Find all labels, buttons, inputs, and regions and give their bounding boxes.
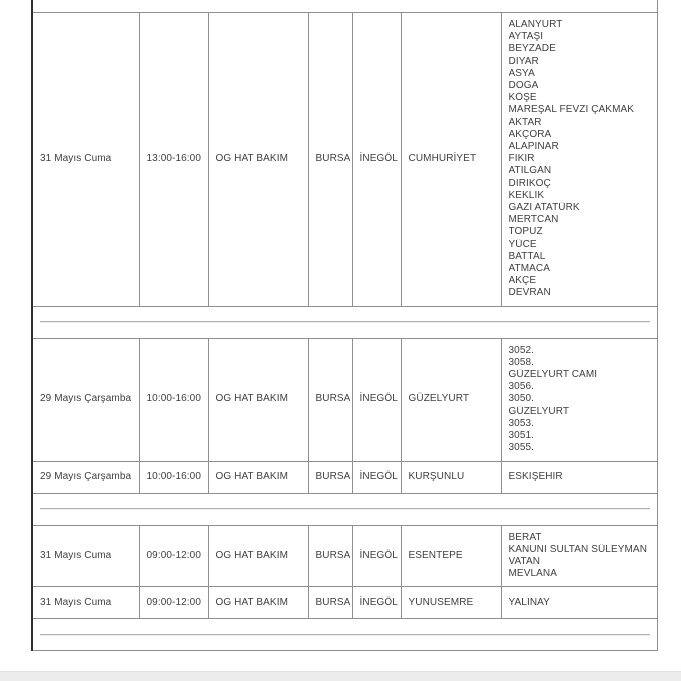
- street-item: ESKİŞEHİR: [508, 470, 563, 482]
- street-item: AKÇE: [508, 275, 537, 287]
- street-item: 3058.: [508, 356, 535, 368]
- separator-row: [31, 305, 658, 339]
- separator-line: [40, 321, 650, 324]
- cell-streets: ALANYURT AYTAŞI BEYZADE DİYAR ASYA DOĞA KÖŞE MA…: [500, 12, 658, 307]
- separator-row: [31, 492, 658, 526]
- street-item: TOPUZ: [508, 226, 543, 238]
- footer-strip: [0, 671, 681, 681]
- cell-province: BURSA: [307, 524, 353, 588]
- cell-streets: YALINAY: [500, 586, 658, 620]
- street-item: AKÇORA: [508, 128, 552, 140]
- cell-neighborhood: GÜZELYURT: [400, 337, 502, 462]
- street-item: DOĞA: [508, 80, 539, 92]
- cell-neighborhood: YUNUSEMRE: [400, 586, 502, 620]
- street-item: KÖŞE: [508, 92, 537, 104]
- street-item: 3051.: [508, 430, 535, 442]
- outage-row: 31 Mayıs Cuma 09:00-12:00 OG HAT BAKIM BURS…: [31, 524, 658, 588]
- cell-work-type: OG HAT BAKIM: [207, 337, 309, 462]
- cell-province: BURSA: [307, 337, 353, 462]
- street-item: KEKLİK: [508, 189, 545, 201]
- cell-date: 31 Mayıs Cuma: [31, 586, 140, 620]
- cell-time: 13:00-16:00: [138, 12, 209, 307]
- outage-row: 29 Mayıs Çarşamba 10:00-16:00 OG HAT BAKIM…: [31, 460, 658, 494]
- separator-row: [31, 0, 658, 13]
- cell-province: BURSA: [307, 12, 353, 307]
- street-item: FİKİR: [508, 153, 535, 165]
- separator-cell: [31, 618, 658, 652]
- street-item: MAREŞAL FEVZİ ÇAKMAK: [508, 104, 635, 116]
- street-item: DİYAR: [508, 55, 539, 67]
- cell-work-type: OG HAT BAKIM: [207, 460, 309, 494]
- street-item: ATMACA: [508, 263, 551, 275]
- street-item: ATILGAN: [508, 165, 552, 177]
- street-item: AYTAŞI: [508, 31, 544, 43]
- cell-date: 31 Mayıs Cuma: [31, 524, 140, 588]
- cell-province: BURSA: [307, 460, 353, 494]
- outage-table: 31 Mayıs Cuma 13:00-16:00 OG HAT BAKIM BURS…: [31, 0, 658, 652]
- outage-row: 29 Mayıs Çarşamba 10:00-16:00 OG HAT BAKIM…: [31, 337, 658, 462]
- cell-date: 29 Mayıs Çarşamba: [31, 460, 140, 494]
- cell-work-type: OG HAT BAKIM: [207, 12, 309, 307]
- separator-line: [40, 633, 650, 636]
- street-item: KANUNİ SULTAN SÜLEYMAN: [508, 543, 648, 555]
- street-item: MERTCAN: [508, 214, 559, 226]
- cell-streets: BERAT KANUNİ SULTAN SÜLEYMAN VATAN MEVLANA: [500, 524, 658, 588]
- cell-time: 10:00-16:00: [138, 460, 209, 494]
- street-item: 3050.: [508, 393, 535, 405]
- street-item: 3055.: [508, 442, 535, 454]
- street-item: DİRİKOÇ: [508, 177, 551, 189]
- separator-cell: [31, 305, 658, 339]
- street-item: 3053.: [508, 417, 535, 429]
- cell-time: 09:00-12:00: [138, 524, 209, 588]
- street-item: ALANYURT: [508, 19, 563, 30]
- separator-cell: [31, 0, 658, 13]
- street-item: 3056.: [508, 381, 535, 393]
- street-item: BERAT: [508, 531, 542, 543]
- cell-work-type: OG HAT BAKIM: [207, 524, 309, 588]
- separator-line: [40, 508, 650, 510]
- cell-work-type: OG HAT BAKIM: [207, 586, 309, 620]
- cell-date: 31 Mayıs Cuma: [31, 12, 140, 307]
- cell-neighborhood: KURŞUNLU: [400, 460, 502, 494]
- street-item: DEVRAN: [508, 287, 551, 299]
- street-item: GÜZELYURT CAMİ: [508, 369, 598, 381]
- outage-table-body: 31 Mayıs Cuma 13:00-16:00 OG HAT BAKIM BURS…: [31, 0, 658, 652]
- cell-district: İNEGÖL: [351, 460, 402, 494]
- cell-neighborhood: CUMHURİYET: [400, 12, 502, 307]
- street-item: BATTAL: [508, 250, 546, 262]
- street-item: 3052.: [508, 344, 535, 356]
- cell-district: İNEGÖL: [351, 337, 402, 462]
- street-item: BEYZADE: [508, 43, 556, 55]
- street-item: GAZİ ATATÜRK: [508, 202, 580, 214]
- separator-cell: [31, 492, 658, 526]
- street-item: MEVLANA: [508, 568, 557, 580]
- cell-streets: ESKİŞEHİR: [500, 460, 658, 494]
- cell-neighborhood: ESENTEPE: [400, 524, 502, 588]
- outage-row: 31 Mayıs Cuma 13:00-16:00 OG HAT BAKIM BURS…: [31, 12, 658, 307]
- street-item: GÜZELYURT: [508, 405, 570, 417]
- cell-streets: 3052. 3058. GÜZELYURT CAMİ 3056. 3050. GÜZELY…: [500, 337, 658, 462]
- outage-row: 31 Mayıs Cuma 09:00-12:00 OG HAT BAKIM BURS…: [31, 586, 658, 620]
- separator-row: [31, 618, 658, 652]
- cell-district: İNEGÖL: [351, 12, 402, 307]
- street-item: ASYA: [508, 67, 535, 79]
- cell-district: İNEGÖL: [351, 524, 402, 588]
- cell-date: 29 Mayıs Çarşamba: [31, 337, 140, 462]
- street-item: VATAN: [508, 555, 541, 567]
- street-item: YÜCE: [508, 238, 537, 250]
- cell-time: 09:00-12:00: [138, 586, 209, 620]
- street-item: AKTAR: [508, 116, 542, 128]
- street-item: ALAPINAR: [508, 141, 559, 153]
- cell-province: BURSA: [307, 586, 353, 620]
- street-item: YALINAY: [508, 596, 550, 608]
- cell-district: İNEGÖL: [351, 586, 402, 620]
- cell-time: 10:00-16:00: [138, 337, 209, 462]
